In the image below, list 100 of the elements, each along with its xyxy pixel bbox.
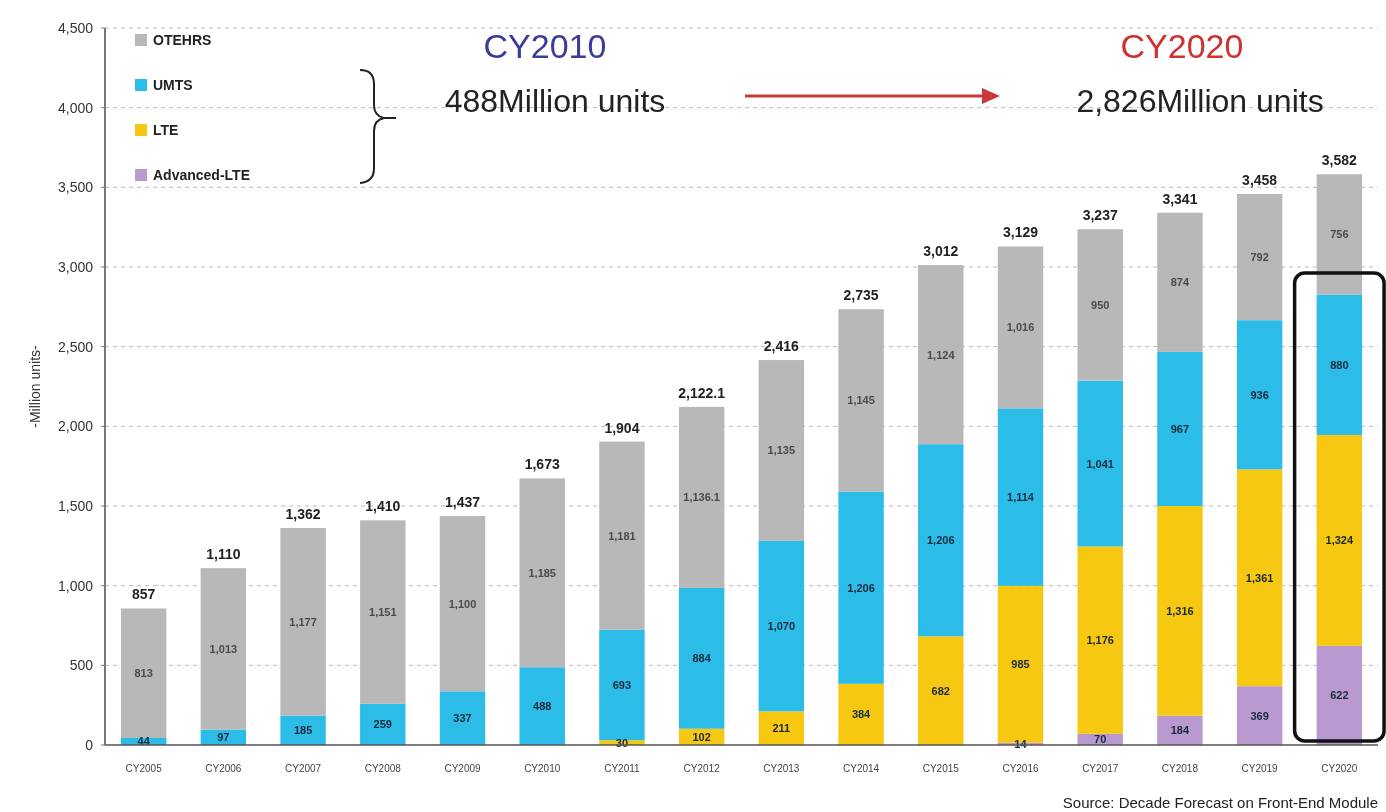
- annotation: CY2010: [483, 27, 607, 65]
- data-label: 884: [692, 652, 712, 665]
- bar: [599, 441, 645, 630]
- total-label: 2,122.1: [678, 384, 726, 401]
- y-tick-label: 3,000: [57, 259, 94, 275]
- x-tick-label: CY2020: [1321, 763, 1358, 774]
- data-label: 985: [1011, 658, 1030, 671]
- total-label: 3,582: [1321, 152, 1358, 169]
- bar: [519, 667, 565, 745]
- bar: [838, 491, 884, 684]
- bar: [1316, 645, 1363, 745]
- data-label: 693: [612, 679, 632, 692]
- x-tick-label: CY2005: [125, 763, 163, 774]
- data-label: 1,100: [448, 597, 477, 610]
- data-label: 70: [1094, 733, 1107, 746]
- legend-label: Advanced-LTE: [153, 167, 250, 183]
- bar: [918, 636, 964, 745]
- bar: [678, 587, 725, 729]
- y-tick-label: 1,500: [57, 498, 94, 514]
- total-label: 1,410: [365, 498, 401, 515]
- x-tick-label: CY2009: [444, 763, 482, 774]
- data-label: 211: [772, 722, 791, 735]
- data-label: 1,177: [289, 615, 317, 628]
- data-label: 1,136.1: [683, 491, 720, 504]
- x-tick-label: CY2016: [1002, 763, 1039, 774]
- data-label: 30: [615, 736, 629, 749]
- data-label: 337: [453, 712, 472, 725]
- data-label: 682: [931, 684, 950, 697]
- data-label: 1,070: [767, 620, 796, 633]
- data-label: 813: [134, 667, 153, 680]
- data-label: 1,151: [369, 606, 397, 619]
- bar: [1316, 434, 1363, 646]
- total-label: 3,237: [1082, 207, 1118, 224]
- bar: [280, 527, 326, 716]
- y-tick-label: 2,500: [57, 338, 94, 355]
- data-label: 102: [692, 730, 711, 743]
- data-label: 874: [1170, 276, 1190, 289]
- total-label: 2,416: [763, 338, 800, 355]
- total-label: 3,129: [1002, 224, 1039, 241]
- annotation: 488Million units: [444, 83, 666, 119]
- data-label: 1,181: [608, 529, 636, 542]
- bar: [439, 691, 486, 745]
- total-label: 1,362: [285, 505, 321, 522]
- data-label: 1,361: [1245, 571, 1274, 584]
- data-label: 259: [373, 718, 392, 731]
- y-tick-label: 0: [85, 737, 94, 753]
- bar: [1157, 351, 1203, 506]
- x-tick-label: CY2018: [1161, 763, 1199, 774]
- x-tick-label: CY2006: [205, 763, 242, 774]
- bar: [519, 478, 565, 668]
- data-label: 1,114: [1007, 491, 1035, 504]
- x-tick-label: CY2010: [524, 763, 561, 774]
- x-tick-label: CY2013: [763, 763, 800, 774]
- total-label: 857: [131, 586, 156, 603]
- total-label: 2,735: [843, 287, 879, 304]
- total-label: 1,673: [524, 456, 560, 473]
- source-note: Source: Decade Forecast on Front-End Module: [1062, 794, 1378, 811]
- data-label: 967: [1170, 422, 1190, 435]
- bar: [1157, 506, 1203, 716]
- data-label: 1,145: [847, 394, 875, 407]
- bar: [120, 608, 167, 738]
- annotation: 2,826Million units: [1076, 83, 1324, 119]
- data-label: 384: [851, 708, 872, 721]
- data-label: 622: [1330, 689, 1349, 702]
- x-tick-label: CY2017: [1082, 763, 1119, 774]
- data-label: 1,176: [1086, 634, 1114, 647]
- data-label: 1,324: [1325, 534, 1354, 547]
- bar: [1316, 294, 1363, 435]
- bar: [997, 408, 1044, 586]
- bar: [918, 444, 964, 637]
- data-label: 1,206: [927, 534, 955, 547]
- x-tick-label: CY2015: [922, 763, 960, 774]
- data-label: 1,016: [1006, 321, 1035, 334]
- bar: [360, 520, 406, 704]
- bar: [1077, 546, 1123, 734]
- data-label: 1,013: [209, 642, 238, 655]
- data-label: 1,185: [528, 566, 556, 579]
- data-label: 1,206: [847, 581, 875, 594]
- total-label: 3,012: [923, 243, 959, 260]
- data-label: 369: [1250, 709, 1269, 722]
- total-label: 1,110: [206, 546, 241, 563]
- total-label: 1,437: [444, 494, 481, 511]
- bar: [838, 683, 884, 745]
- bar: [599, 629, 645, 741]
- bar: [360, 703, 406, 745]
- bar: [758, 711, 805, 745]
- data-label: 792: [1250, 251, 1269, 264]
- data-label: 1,041: [1086, 457, 1114, 470]
- bar: [1236, 469, 1283, 687]
- y-tick-label: 500: [69, 657, 94, 674]
- x-tick-label: CY2014: [843, 763, 880, 774]
- total-label: 3,341: [1162, 190, 1198, 207]
- data-label: 950: [1091, 298, 1110, 311]
- y-tick-label: 4,000: [57, 99, 94, 116]
- bar: [200, 568, 247, 730]
- y-tick-label: 2,000: [57, 418, 94, 435]
- data-label: 97: [217, 731, 230, 744]
- data-label: 488: [533, 700, 552, 713]
- data-label: 184: [1170, 724, 1190, 737]
- legend-label: UMTS: [153, 77, 193, 93]
